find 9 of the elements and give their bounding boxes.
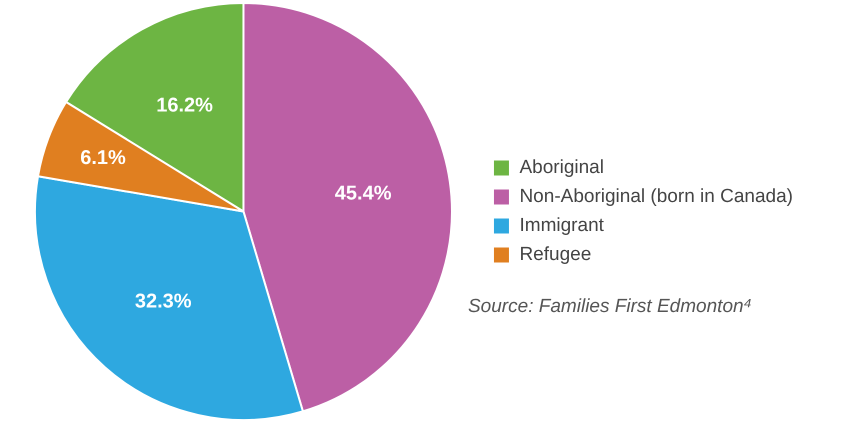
- legend-label: Non-Aboriginal (born in Canada): [519, 186, 794, 208]
- data-label: 45.4%: [334, 182, 392, 205]
- data-label: 16.2%: [156, 94, 214, 116]
- data-label: 6.1%: [80, 146, 126, 169]
- source-note: Source: Families First Edmonton⁴: [468, 296, 752, 318]
- legend-label: Refugee: [519, 244, 592, 266]
- legend-label: Aboriginal: [519, 157, 604, 178]
- data-label: 32.3%: [134, 290, 192, 312]
- legend-label: Immigrant: [519, 215, 605, 236]
